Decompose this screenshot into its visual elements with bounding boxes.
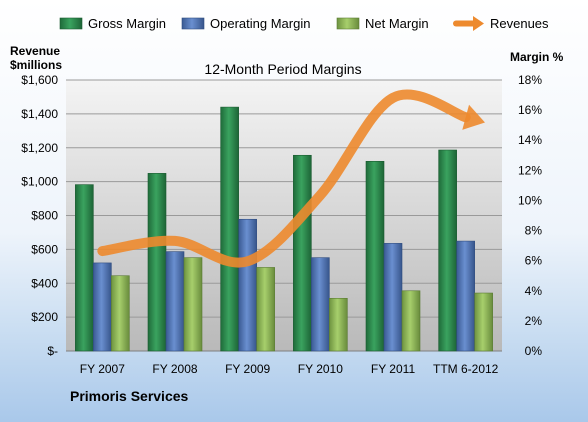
bar-net-margin: [256, 267, 275, 352]
bar-operating-margin: [93, 262, 112, 352]
legend-label: Net Margin: [365, 16, 429, 31]
bar-net-margin: [401, 290, 421, 352]
right-tick-label: 0%: [525, 344, 543, 358]
bar-operating-margin: [311, 257, 330, 352]
legend-arrow-revenues: [473, 16, 484, 31]
right-axis-ticks: 0% 2% 4% 6% 8% 10% 12% 14% 16% 18%: [518, 73, 542, 358]
chart-title: 12-Month Period Margins: [204, 61, 361, 77]
company-name: Primoris Services: [70, 388, 189, 404]
right-tick-label: 6%: [525, 254, 543, 268]
bar-operating-margin: [383, 243, 403, 352]
x-tick-label: FY 2007: [80, 362, 125, 376]
revenue-line: [97, 89, 485, 268]
right-tick-label: 18%: [518, 73, 542, 87]
left-axis-ticks: $- $200 $400 $600 $800 $1,000 $1,200 $1,400 $1,6…: [21, 73, 58, 358]
x-axis-ticks: FY 2007 FY 2008 FY 2009 FY 2010 FY 2011 TTM 6…: [80, 362, 499, 376]
bar-gross-margin: [293, 154, 312, 352]
right-tick-label: 4%: [525, 284, 543, 298]
right-tick-label: 10%: [518, 193, 542, 207]
bar-net-margin: [474, 292, 493, 352]
bar-gross-margin: [147, 173, 167, 352]
bar-gross-margin: [365, 161, 385, 352]
legend-swatch-operating-margin: [181, 17, 205, 30]
left-tick-label: $1,400: [21, 107, 58, 121]
revenue-line-path: [97, 89, 471, 268]
right-tick-label: 14%: [518, 133, 542, 147]
x-tick-label: FY 2008: [152, 362, 197, 376]
bar-net-margin: [111, 275, 130, 352]
legend-swatch-net-margin: [336, 17, 360, 30]
left-tick-label: $1,600: [21, 73, 58, 87]
left-axis-label-line2: $millions: [10, 58, 62, 72]
left-tick-label: $600: [31, 242, 58, 256]
left-axis-label-line1: Revenue: [10, 44, 60, 58]
bar-gross-margin: [75, 184, 94, 352]
x-tick-label: FY 2011: [371, 362, 416, 376]
legend: Gross Margin Operating Margin Net Margin Re…: [59, 16, 549, 31]
left-tick-label: $1,000: [21, 175, 58, 189]
legend-label: Operating Margin: [210, 16, 310, 31]
left-tick-label: $800: [31, 209, 58, 223]
right-tick-label: 2%: [525, 314, 543, 328]
x-tick-label: FY 2010: [298, 362, 343, 376]
left-tick-label: $400: [31, 276, 58, 290]
right-axis-label: Margin %: [510, 50, 564, 64]
bar-gross-margin: [438, 149, 457, 352]
legend-label: Revenues: [490, 16, 549, 31]
revenue-arrow-head: [462, 104, 485, 130]
gridlines: [66, 79, 502, 352]
bar-operating-margin: [456, 240, 475, 352]
bar-net-margin: [329, 298, 348, 352]
left-tick-label: $200: [31, 310, 58, 324]
legend-swatch-gross-margin: [59, 17, 83, 30]
right-tick-label: 8%: [525, 224, 543, 238]
right-tick-label: 16%: [518, 103, 542, 117]
bar-gross-margin: [220, 106, 239, 352]
bar-operating-margin: [165, 251, 185, 352]
x-tick-label: TTM 6-2012: [433, 362, 499, 376]
bar-net-margin: [183, 257, 203, 352]
left-tick-label: $-: [47, 344, 58, 358]
bar-operating-margin: [238, 218, 257, 352]
x-tick-label: FY 2009: [225, 362, 270, 376]
right-tick-label: 12%: [518, 163, 542, 177]
left-tick-label: $1,200: [21, 141, 58, 155]
legend-label: Gross Margin: [88, 16, 166, 31]
